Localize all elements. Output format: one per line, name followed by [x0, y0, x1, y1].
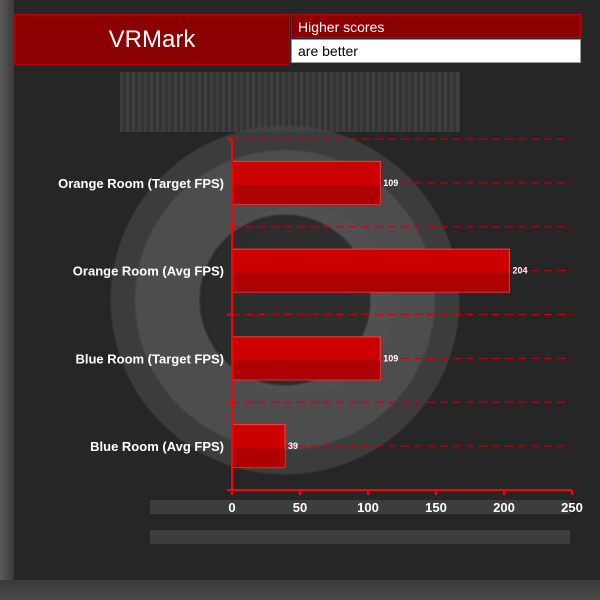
x-tick-label: 0 — [228, 500, 235, 515]
background-slot — [150, 530, 570, 544]
category-label: Blue Room (Avg FPS) — [90, 439, 224, 454]
bar — [231, 424, 286, 469]
note-are-better: are better — [291, 39, 581, 63]
data-label: 109 — [383, 178, 398, 188]
bar-shade — [232, 448, 286, 468]
bar — [231, 160, 381, 205]
category-label: Blue Room (Target FPS) — [75, 351, 224, 366]
category-label: Orange Room (Target FPS) — [58, 176, 224, 191]
bars — [231, 160, 510, 469]
bar — [231, 248, 510, 293]
data-label: 109 — [383, 353, 398, 363]
background-heatsink — [120, 72, 460, 132]
x-tick-label: 200 — [493, 500, 515, 515]
background-slot — [150, 500, 570, 514]
bar-shade — [232, 272, 510, 293]
x-tick-label: 250 — [561, 500, 583, 515]
note-higher-scores: Higher scores — [291, 14, 581, 38]
bar-shade — [232, 360, 381, 380]
data-label: 204 — [512, 266, 527, 276]
chart-title: VRMark — [14, 14, 290, 65]
category-label: Orange Room (Avg FPS) — [73, 264, 224, 279]
bar-shade — [232, 185, 381, 205]
background-case-bottom — [0, 580, 600, 600]
background-case-frame — [0, 0, 14, 600]
x-tick-label: 50 — [293, 500, 307, 515]
x-tick-label: 150 — [425, 500, 447, 515]
axes — [227, 138, 573, 495]
labels: 109 Orange Room (Target FPS) 204 Orange Roo… — [58, 176, 583, 515]
x-tick-label: 100 — [357, 500, 379, 515]
data-label: 39 — [288, 441, 298, 451]
